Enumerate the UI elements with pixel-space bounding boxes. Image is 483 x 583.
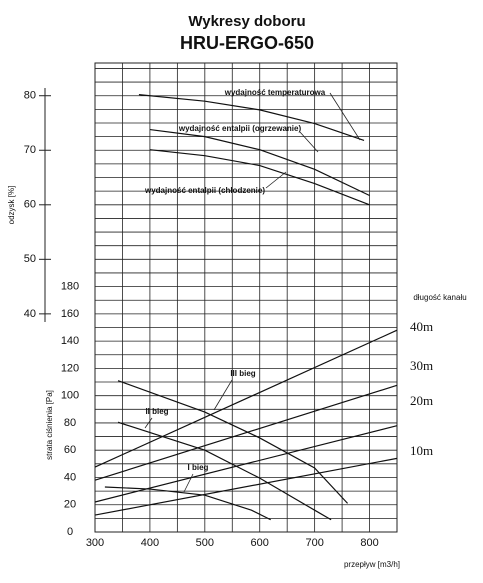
annotation: długość kanału — [413, 293, 466, 302]
series-label: 40m — [410, 319, 433, 334]
y-tick-label: 40 — [24, 308, 36, 320]
y-tick-label: 70 — [24, 144, 36, 156]
chart-subtitle: HRU-ERGO-650 — [180, 33, 314, 53]
y2-tick-label: 40 — [64, 471, 76, 483]
y2-tick-label: 100 — [61, 390, 79, 402]
x-tick-label: 500 — [196, 537, 214, 549]
y2-tick-label: 180 — [61, 280, 79, 292]
y-axis-label: odzysk [%] — [7, 186, 16, 225]
y2-tick-label: 60 — [64, 444, 76, 456]
series-line — [117, 380, 349, 504]
series-label: wydajność entalpii (ogrzewanie) — [178, 124, 302, 133]
series-label: 10m — [410, 443, 433, 458]
x-tick-label: 400 — [141, 537, 159, 549]
y2-axis-label: strata ciśnienia [Pa] — [45, 390, 54, 460]
y-tick-label: 60 — [24, 199, 36, 211]
series-line — [104, 486, 271, 521]
series-line — [149, 128, 370, 197]
leader-line — [265, 171, 287, 189]
leader-line — [183, 473, 194, 493]
series-line — [149, 149, 370, 206]
series-line — [117, 421, 332, 521]
series-label: 20m — [410, 393, 433, 408]
series-label: III bieg — [230, 369, 255, 378]
y2-tick-label: 140 — [61, 335, 79, 347]
leader-line — [144, 417, 153, 429]
x-tick-label: 300 — [86, 537, 104, 549]
leader-line — [329, 92, 361, 141]
y-tick-label: 50 — [24, 253, 36, 265]
y2-tick-label: 0 — [67, 526, 73, 538]
x-tick-label: 600 — [251, 537, 269, 549]
plot-frame — [94, 62, 398, 533]
y2-tick-label: 80 — [64, 417, 76, 429]
series-line — [94, 457, 398, 516]
y2-tick-label: 120 — [61, 362, 79, 374]
series-label: wydajność temperaturowa — [224, 88, 326, 97]
leader-line — [213, 379, 233, 411]
x-tick-label: 700 — [305, 537, 323, 549]
series-line — [138, 94, 365, 142]
series-line — [94, 384, 398, 481]
series-label: I bieg — [188, 463, 209, 472]
x-axis-label: przepływ [m3/h] — [344, 560, 400, 569]
y2-tick-label: 160 — [61, 308, 79, 320]
y2-tick-label: 20 — [64, 499, 76, 511]
leader-line — [299, 131, 319, 153]
series-line — [94, 329, 398, 468]
chart-title: Wykresy doboru — [188, 13, 305, 30]
series-label: wydajność entalpii (chłodzenie) — [144, 186, 265, 195]
series-label: 30m — [410, 358, 433, 373]
y-tick-label: 80 — [24, 90, 36, 102]
x-tick-label: 800 — [360, 537, 378, 549]
series-label: II bieg — [145, 407, 168, 416]
